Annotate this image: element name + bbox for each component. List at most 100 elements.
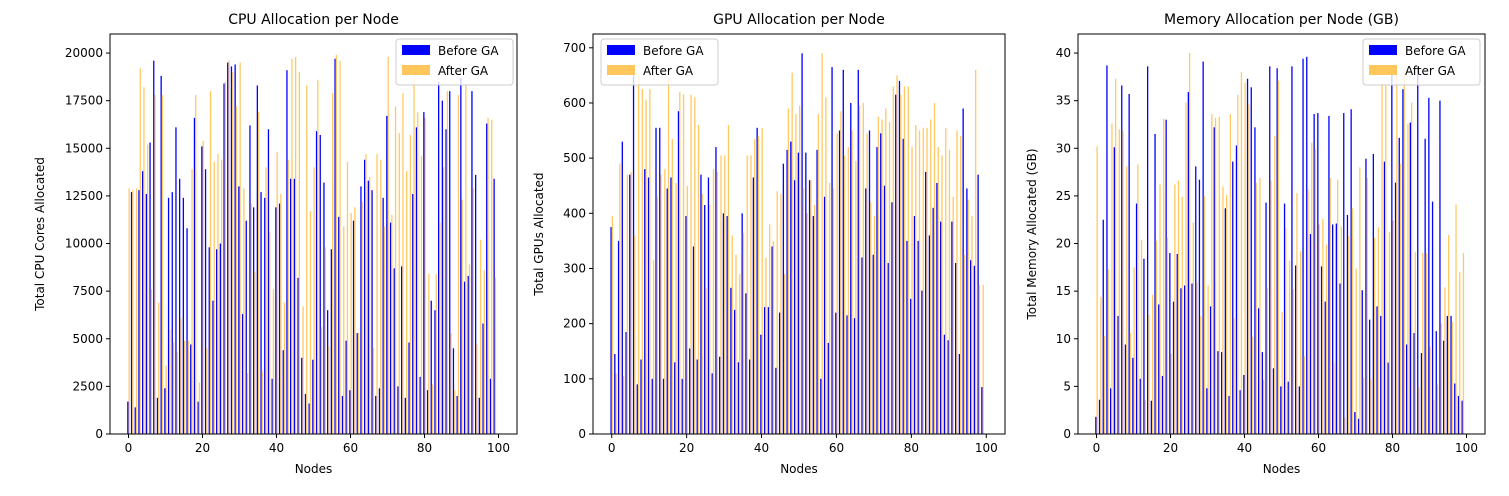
bar-after-ga-1-8 xyxy=(158,302,160,434)
bar-before-ga-2-34 xyxy=(737,362,740,434)
bar-before-ga-3-96 xyxy=(1450,315,1452,434)
bar-before-ga-1-88 xyxy=(452,348,455,434)
bar-after-ga-1-20 xyxy=(202,140,204,435)
bar-before-ga-3-76 xyxy=(1376,306,1378,434)
bar-before-ga-1-25 xyxy=(219,243,221,434)
bar-before-ga-2-75 xyxy=(891,202,893,434)
bar-after-ga-2-20 xyxy=(686,185,688,434)
bar-before-ga-3-17 xyxy=(1158,304,1160,434)
bar-after-ga-3-90 xyxy=(1429,346,1431,434)
x-tick-label-3-0: 0 xyxy=(1093,441,1101,455)
y-axis-label-2: Total GPUs Allocated xyxy=(532,172,546,296)
bar-before-ga-2-15 xyxy=(666,188,668,434)
bar-before-ga-2-79 xyxy=(906,240,908,434)
bar-after-ga-3-29 xyxy=(1203,195,1206,434)
bar-before-ga-3-59 xyxy=(1313,114,1315,434)
bar-after-ga-3-66 xyxy=(1340,226,1342,434)
bar-after-ga-3-46 xyxy=(1266,288,1268,434)
bar-before-ga-2-49 xyxy=(793,180,796,434)
x-tick-label-1-100: 100 xyxy=(487,441,510,455)
bar-before-ga-3-61 xyxy=(1320,266,1323,434)
bar-before-ga-3-21 xyxy=(1172,301,1175,434)
bar-after-ga-2-96 xyxy=(971,216,973,434)
bar-after-ga-2-27 xyxy=(712,169,715,435)
bar-after-ga-3-54 xyxy=(1296,193,1298,434)
chart-title-2: GPU Allocation per Node xyxy=(713,12,885,28)
bar-before-ga-3-91 xyxy=(1431,201,1434,434)
bar-after-ga-1-65 xyxy=(369,176,371,435)
bar-after-ga-2-58 xyxy=(828,182,831,434)
x-tick-label-1-40: 40 xyxy=(269,441,284,455)
bar-after-ga-2-29 xyxy=(720,155,722,434)
bar-before-ga-1-23 xyxy=(212,300,214,434)
x-tick-label-1-80: 80 xyxy=(417,441,432,455)
x-tick-label-1-60: 60 xyxy=(343,441,358,455)
bar-after-ga-2-92 xyxy=(956,130,958,435)
bar-after-ga-2-12 xyxy=(656,196,658,434)
bar-after-ga-3-75 xyxy=(1374,237,1376,434)
bar-before-ga-2-44 xyxy=(775,367,777,434)
bar-after-ga-2-28 xyxy=(716,171,718,434)
bar-after-ga-3-87 xyxy=(1418,387,1420,434)
x-axis-label-2: Nodes xyxy=(780,462,818,476)
bar-after-ga-2-65 xyxy=(855,160,857,434)
bar-after-ga-1-18 xyxy=(195,94,197,434)
bar-after-ga-3-56 xyxy=(1303,355,1305,434)
bar-before-ga-1-35 xyxy=(256,85,258,435)
bar-after-ga-3-57 xyxy=(1307,189,1309,434)
bar-before-ga-2-98 xyxy=(977,174,979,434)
bar-after-ga-3-33 xyxy=(1218,116,1220,435)
bar-before-ga-3-26 xyxy=(1191,283,1193,434)
bar-before-ga-1-97 xyxy=(486,123,488,435)
bar-after-ga-2-97 xyxy=(975,69,977,435)
bar-after-ga-2-25 xyxy=(705,287,707,434)
bar-before-ga-2-36 xyxy=(745,293,747,434)
bar-after-ga-2-8 xyxy=(641,89,643,435)
bar-after-ga-2-95 xyxy=(967,199,969,434)
bar-after-ga-2-42 xyxy=(769,224,771,434)
bar-after-ga-3-3 xyxy=(1107,269,1109,434)
bar-before-ga-3-47 xyxy=(1269,66,1271,434)
y-tick-label-3-30: 30 xyxy=(1056,141,1071,155)
bar-after-ga-2-49 xyxy=(795,114,797,434)
bar-after-ga-2-76 xyxy=(896,75,898,434)
bar-before-ga-2-78 xyxy=(902,138,904,434)
bar-before-ga-1-20 xyxy=(201,146,203,434)
bar-after-ga-1-74 xyxy=(402,93,404,435)
bar-after-ga-3-95 xyxy=(1448,234,1450,434)
bar-after-ga-3-50 xyxy=(1281,312,1283,434)
y-tick-label-3-15: 15 xyxy=(1056,284,1071,298)
bar-before-ga-1-92 xyxy=(467,275,469,434)
bar-after-ga-1-37 xyxy=(265,167,267,434)
x-tick-label-3-60: 60 xyxy=(1311,441,1326,455)
bar-before-ga-1-50 xyxy=(312,359,314,434)
bar-before-ga-1-18 xyxy=(193,117,196,434)
bar-before-ga-1-44 xyxy=(290,178,292,434)
bar-after-ga-1-29 xyxy=(235,106,238,434)
bar-after-ga-2-73 xyxy=(885,108,887,434)
bar-before-ga-1-33 xyxy=(249,125,251,435)
bar-before-ga-1-60 xyxy=(349,390,351,434)
bar-after-ga-3-85 xyxy=(1411,102,1413,434)
bar-before-ga-2-55 xyxy=(816,149,818,435)
y-axis-label-3: Total Memory Allocated (GB) xyxy=(1025,148,1039,320)
bar-after-ga-2-93 xyxy=(960,136,962,434)
x-tick-label-2-80: 80 xyxy=(904,441,919,455)
bar-before-ga-2-86 xyxy=(932,207,934,434)
bar-after-ga-3-78 xyxy=(1385,83,1387,435)
bar-before-ga-1-4 xyxy=(142,171,144,434)
bar-after-ga-1-40 xyxy=(276,152,278,434)
bar-after-ga-1-85 xyxy=(443,167,445,434)
bar-before-ga-2-29 xyxy=(719,356,721,434)
bar-after-ga-1-92 xyxy=(468,264,471,434)
bar-before-ga-3-54 xyxy=(1295,265,1297,434)
bar-before-ga-3-6 xyxy=(1117,315,1119,434)
bar-before-ga-1-8 xyxy=(156,397,159,434)
bar-before-ga-1-41 xyxy=(278,203,281,434)
bar-before-ga-3-97 xyxy=(1454,383,1456,434)
bar-before-ga-3-1 xyxy=(1098,399,1101,434)
x-tick-label-2-100: 100 xyxy=(975,441,998,455)
bar-after-ga-1-67 xyxy=(376,154,378,434)
bar-after-ga-1-22 xyxy=(209,91,212,434)
bar-after-ga-2-64 xyxy=(851,130,853,435)
